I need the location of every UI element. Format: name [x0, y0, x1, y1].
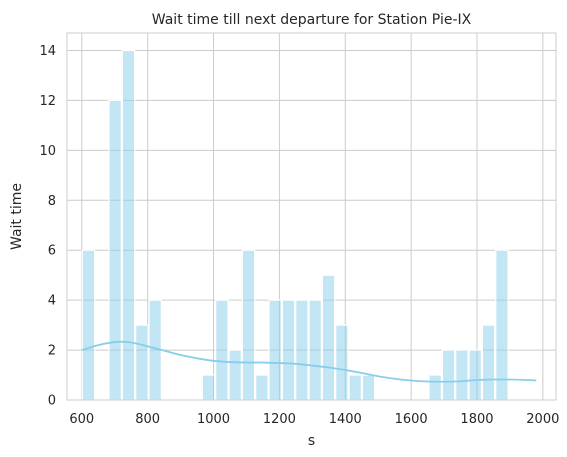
y-tick-label: 6 — [48, 244, 56, 259]
x-axis-ticks: 600 800 1000 1200 1400 1600 1800 2000 — [69, 412, 559, 427]
x-tick-label: 1000 — [197, 412, 230, 427]
x-tick-label: 1600 — [395, 412, 428, 427]
histogram-bar — [229, 350, 241, 400]
histogram-bar — [282, 300, 294, 400]
y-tick-label: 4 — [48, 294, 56, 309]
histogram-bar — [136, 325, 148, 400]
y-axis-ticks: 0 2 4 6 8 10 12 14 — [39, 44, 56, 409]
histogram-bar — [469, 350, 481, 400]
histogram-bar — [309, 300, 321, 400]
histogram-bar — [322, 275, 334, 400]
x-tick-label: 1200 — [263, 412, 296, 427]
histogram-bar — [216, 300, 228, 400]
histogram-bar — [349, 375, 361, 400]
histogram-bar — [269, 300, 281, 400]
x-tick-label: 1800 — [460, 412, 493, 427]
x-axis-label: s — [308, 433, 315, 449]
y-axis-label: Wait time — [9, 183, 25, 250]
histogram-bar — [362, 375, 374, 400]
y-tick-label: 12 — [39, 94, 56, 109]
histogram-bar — [429, 375, 441, 400]
chart-title: Wait time till next departure for Statio… — [152, 12, 472, 28]
y-tick-label: 14 — [39, 44, 56, 59]
histogram-bar — [456, 350, 468, 400]
y-tick-label: 2 — [48, 344, 56, 359]
y-tick-label: 8 — [48, 194, 56, 209]
histogram-bar — [296, 300, 308, 400]
x-tick-label: 1400 — [329, 412, 362, 427]
histogram-bar — [496, 250, 508, 400]
histogram-bar — [482, 325, 494, 400]
histogram-bar — [242, 250, 254, 400]
histogram-bar — [82, 250, 94, 400]
histogram-bar — [256, 375, 268, 400]
x-tick-label: 2000 — [526, 412, 559, 427]
y-tick-label: 0 — [48, 394, 56, 409]
histogram-bar — [336, 325, 348, 400]
histogram-bar — [202, 375, 214, 400]
x-tick-label: 800 — [135, 412, 160, 427]
y-tick-label: 10 — [39, 144, 56, 159]
histogram-bar — [122, 50, 134, 400]
x-tick-label: 600 — [69, 412, 94, 427]
histogram-bar — [109, 100, 121, 400]
histogram-bar — [442, 350, 454, 400]
